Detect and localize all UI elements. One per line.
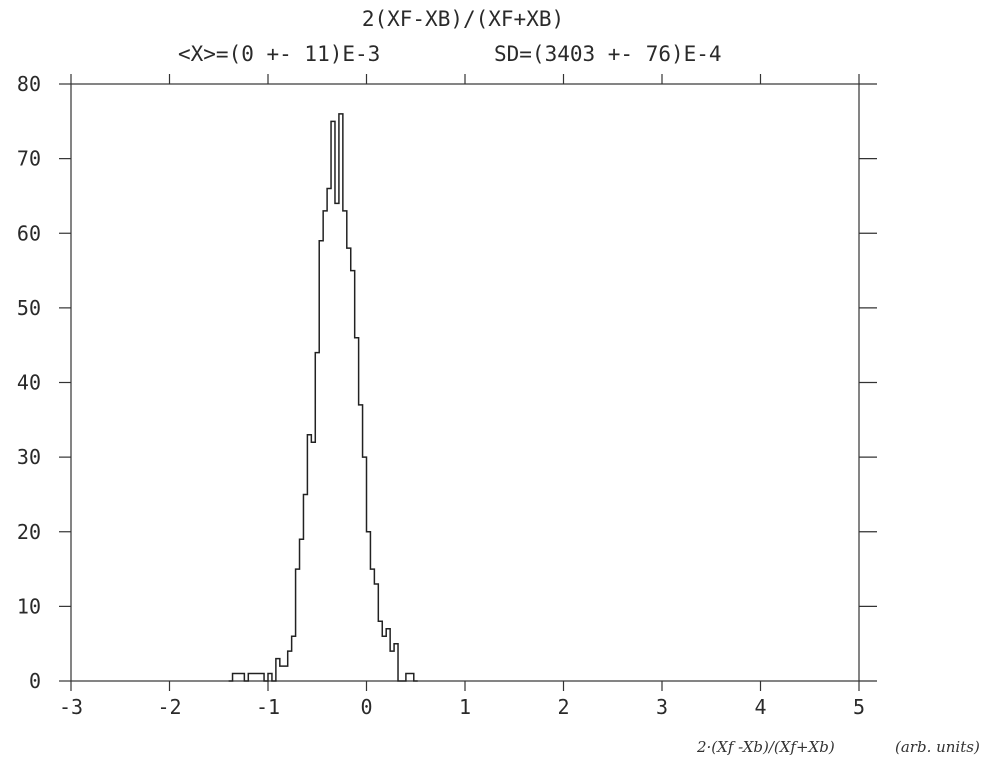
y-tick-label: 50 xyxy=(17,296,41,320)
x-tick-label: 5 xyxy=(853,695,865,719)
y-tick-label: 40 xyxy=(17,371,41,395)
chart-title: 2(XF-XB)/(XF+XB) xyxy=(362,7,564,31)
histogram-bin xyxy=(343,211,347,681)
x-tick-label: 4 xyxy=(754,695,766,719)
x-tick-label: -2 xyxy=(157,695,181,719)
x-tick-label: 2 xyxy=(557,695,569,719)
x-tick-label: 3 xyxy=(656,695,668,719)
histogram-bin xyxy=(327,188,331,681)
y-axis: 0 10 20 30 40 50 60 70 80 xyxy=(17,72,877,693)
chart-subtitle-sd: SD=(3403 +- 76)E-4 xyxy=(494,42,722,66)
x-tick-label: -3 xyxy=(59,695,83,719)
histogram-bin xyxy=(280,666,284,681)
chart-subtitle-mean: <X>=(0 +- 11)E-3 xyxy=(178,42,380,66)
histogram-bin xyxy=(335,203,339,681)
x-tick-label: 0 xyxy=(360,695,372,719)
y-tick-label: 60 xyxy=(17,221,41,245)
y-tick-label: 80 xyxy=(17,72,41,96)
y-tick-label: 0 xyxy=(29,669,41,693)
histogram-bin xyxy=(284,666,288,681)
x-tick-label: 1 xyxy=(459,695,471,719)
histogram-bin xyxy=(236,674,240,681)
y-tick-label: 30 xyxy=(17,445,41,469)
x-axis-label: 2·(Xf -Xb)/(Xf+Xb) xyxy=(696,738,835,756)
y-tick-label: 20 xyxy=(17,520,41,544)
y-tick-label: 10 xyxy=(17,594,41,618)
histogram-bin xyxy=(382,636,386,681)
x-axis-units: (arb. units) xyxy=(895,738,980,756)
histogram-bin xyxy=(331,121,335,681)
histogram-bin xyxy=(347,248,351,681)
histogram-bin xyxy=(390,651,394,681)
histogram-bin xyxy=(252,674,256,681)
x-axis: -3 -2 -1 0 1 2 3 4 5 xyxy=(59,74,865,719)
histogram-bin xyxy=(256,674,260,681)
y-tick-label: 70 xyxy=(17,147,41,171)
histogram-bin xyxy=(370,569,374,681)
plot-frame xyxy=(70,83,860,682)
histogram-bin xyxy=(323,211,327,681)
histogram-bin xyxy=(311,442,315,681)
histogram-bins xyxy=(233,114,414,681)
histogram-outline xyxy=(228,113,418,682)
x-tick-label: -1 xyxy=(256,695,280,719)
